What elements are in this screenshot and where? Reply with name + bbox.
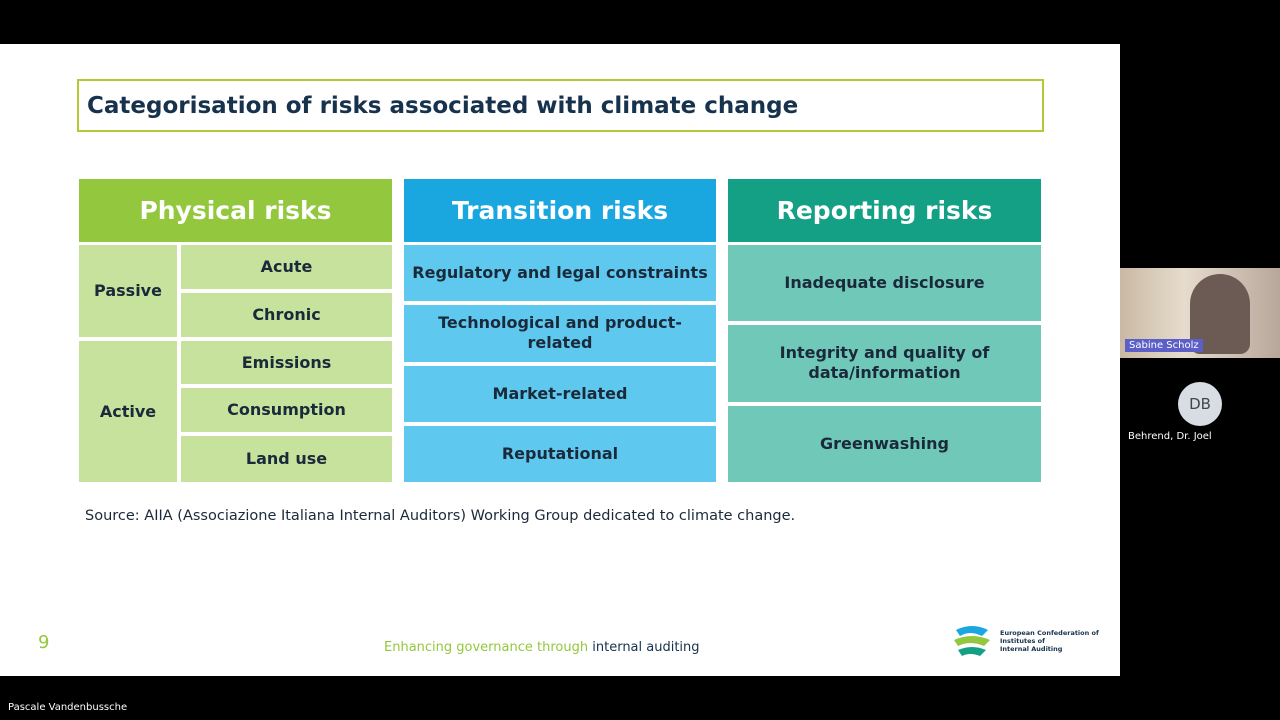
risk-cell: Technological and product-related xyxy=(404,305,716,362)
presenter-name: Pascale Vandenbussche xyxy=(8,702,128,713)
column-header: Reporting risks xyxy=(728,179,1041,242)
participant-name: Behrend, Dr. Joel xyxy=(1128,431,1212,442)
tagline: Enhancing governance through internal au… xyxy=(384,640,700,655)
risk-cell: Chronic xyxy=(181,293,392,337)
risk-cell: Emissions xyxy=(181,341,392,384)
source-note: Source: AIIA (Associazione Italiana Inte… xyxy=(85,508,796,524)
logo-line: Internal Auditing xyxy=(1000,645,1063,653)
risk-cell: Reputational xyxy=(404,425,716,482)
slide-title: Categorisation of risks associated with … xyxy=(77,79,1044,132)
risk-cell: Active xyxy=(79,341,177,482)
tagline-green: Enhancing governance through xyxy=(384,640,589,655)
video-tile[interactable]: Sabine Scholz xyxy=(1120,268,1280,358)
risk-cell: Integrity and quality of data/informatio… xyxy=(728,325,1041,402)
avatar[interactable]: DB xyxy=(1178,382,1222,426)
logo-text: European Confederation of Institutes of In… xyxy=(1000,629,1099,653)
risk-cell: Regulatory and legal constraints xyxy=(404,245,716,302)
risk-cell: Inadequate disclosure xyxy=(728,245,1041,322)
column-header: Physical risks xyxy=(79,179,392,242)
page-number: 9 xyxy=(38,632,50,653)
logo-icon xyxy=(954,626,990,656)
risk-cell: Consumption xyxy=(181,388,392,432)
logo-line: European Confederation of xyxy=(1000,629,1099,637)
tagline-dark: internal auditing xyxy=(592,640,700,655)
risk-cell: Acute xyxy=(181,245,392,289)
risk-cell: Market-related xyxy=(404,365,716,422)
logo-line: Institutes of xyxy=(1000,637,1045,645)
participant-name: Sabine Scholz xyxy=(1125,339,1203,352)
risk-cell: Greenwashing xyxy=(728,405,1041,482)
risk-cell: Land use xyxy=(181,436,392,482)
column-header: Transition risks xyxy=(404,179,716,242)
risk-cell: Passive xyxy=(79,245,177,337)
